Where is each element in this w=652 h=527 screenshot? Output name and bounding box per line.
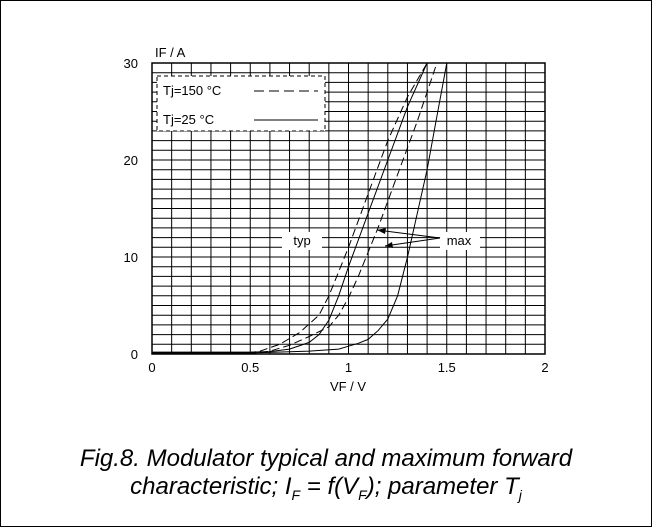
legend-label-tj25: Tj=25 °C (163, 112, 214, 127)
y-tick-label: 30 (124, 56, 138, 71)
annotation-typ-bg (282, 232, 322, 250)
legend-box (156, 75, 326, 132)
x-tick-label: 0.5 (241, 360, 259, 375)
x-tick-label: 0 (148, 360, 155, 375)
annotation-arrow (384, 237, 441, 247)
annotation-typ: typ (293, 233, 310, 248)
series-line-typ-tj25 (152, 62, 428, 353)
caption-line-1: Fig.8. Modulator typical and maximum for… (79, 445, 573, 472)
y-tick-label: 0 (131, 347, 138, 362)
caption-formula: IF = f(VF) (284, 473, 375, 503)
caption-line-2: characteristic; IF = f(VF); parameter Tj (0, 473, 652, 509)
x-tick-label: 1.5 (438, 360, 456, 375)
annotation-arrowhead (377, 228, 386, 234)
x-tick-label: 2 (541, 360, 548, 375)
y-axis-label: IF / A (155, 45, 186, 60)
y-tick-label: 20 (124, 153, 138, 168)
caption-prefix: characteristic; (130, 473, 285, 500)
series-line-max-tj150 (152, 62, 438, 355)
annotation-arrowhead (385, 242, 393, 248)
series-line-max-tj25 (152, 62, 448, 354)
caption-suffix: ; parameter Tj (374, 473, 522, 503)
plot-border (151, 62, 546, 355)
annotation-arrow (376, 229, 441, 239)
annotation-max-bg (440, 232, 480, 250)
legend-label-tj150: Tj=150 °C (163, 83, 221, 98)
y-tick-label: 10 (124, 250, 138, 265)
x-tick-label: 1 (345, 360, 352, 375)
x-axis-label: VF / V (330, 379, 366, 394)
series-line-typ-tj150 (152, 62, 428, 355)
annotation-max: max (447, 233, 472, 248)
